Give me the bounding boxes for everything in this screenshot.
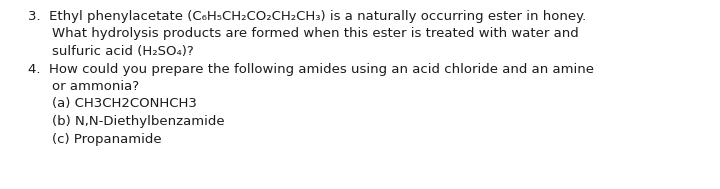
Text: or ammonia?: or ammonia? <box>52 80 139 93</box>
Text: (c) Propanamide: (c) Propanamide <box>52 132 161 146</box>
Text: (b) N,N-Diethylbenzamide: (b) N,N-Diethylbenzamide <box>52 115 225 128</box>
Text: sulfuric acid (H₂SO₄)?: sulfuric acid (H₂SO₄)? <box>52 45 194 58</box>
Text: 3.  Ethyl phenylacetate (C₆H₅CH₂CO₂CH₂CH₃) is a naturally occurring ester in hon: 3. Ethyl phenylacetate (C₆H₅CH₂CO₂CH₂CH₃… <box>28 10 586 23</box>
Text: 4.  How could you prepare the following amides using an acid chloride and an ami: 4. How could you prepare the following a… <box>28 63 594 75</box>
Text: What hydrolysis products are formed when this ester is treated with water and: What hydrolysis products are formed when… <box>52 28 579 40</box>
Text: (a) CH3CH2CONHCH3: (a) CH3CH2CONHCH3 <box>52 98 197 111</box>
